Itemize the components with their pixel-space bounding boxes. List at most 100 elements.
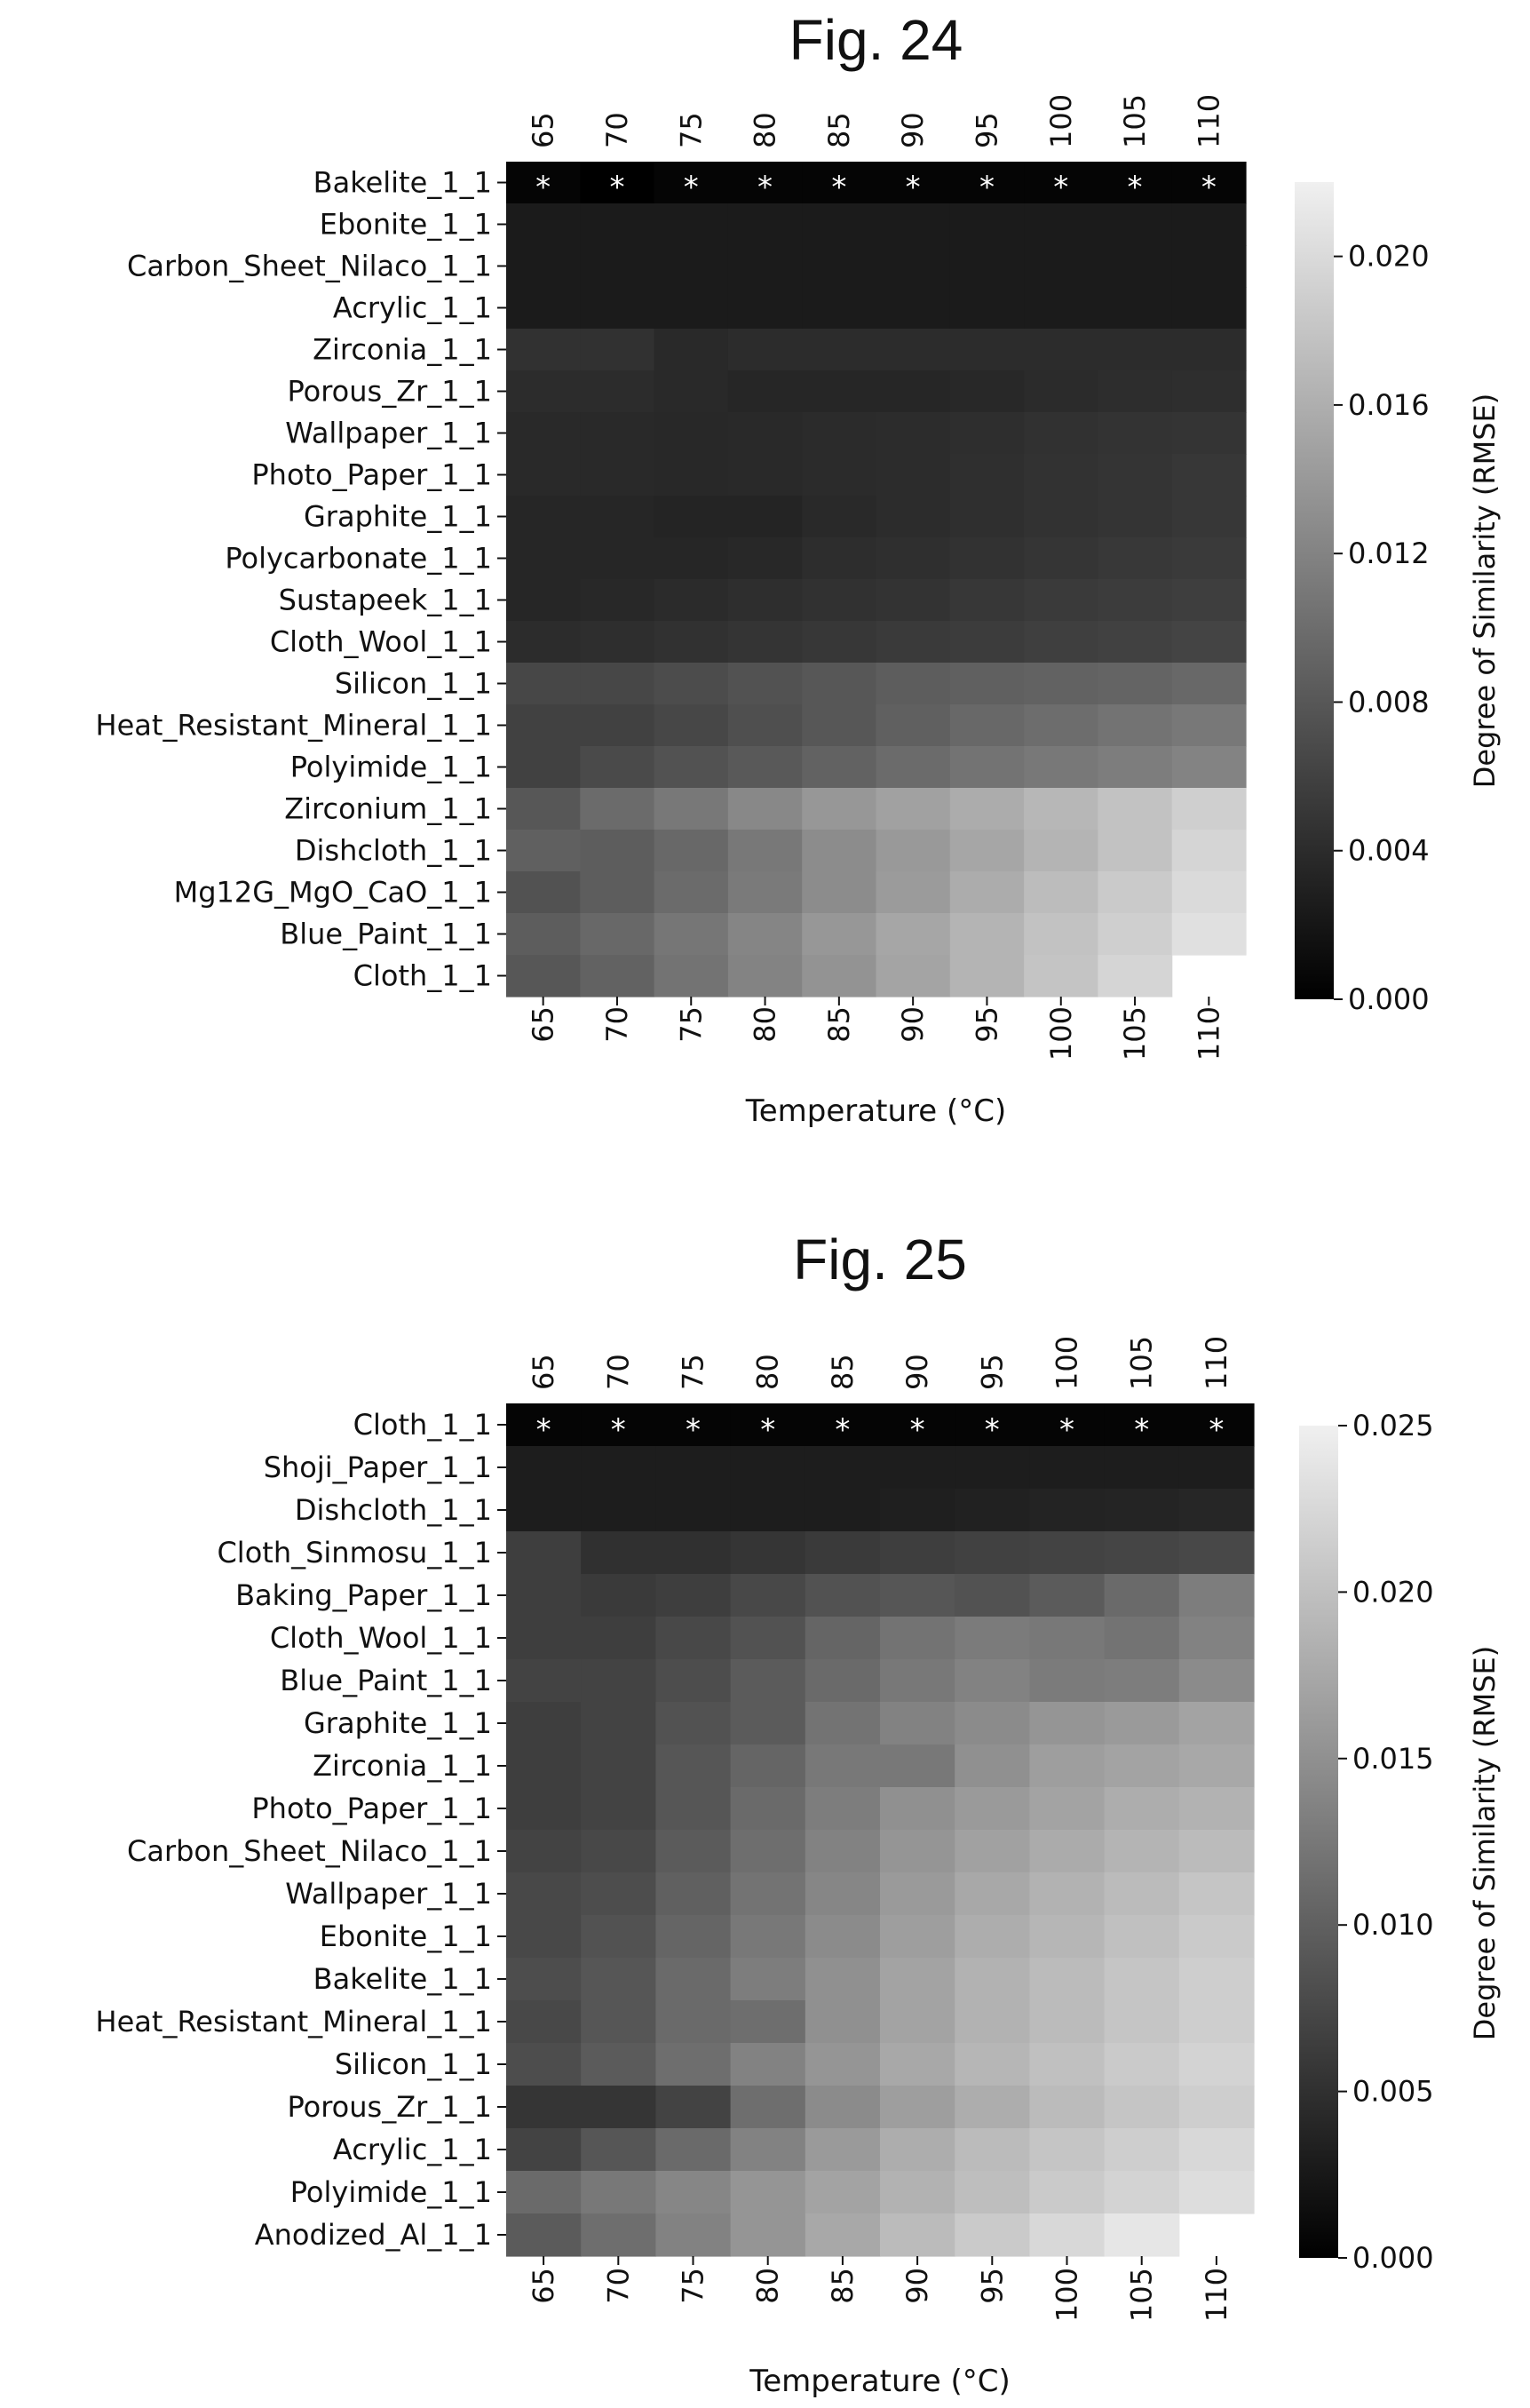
heatmap-cell — [730, 1403, 806, 1447]
heatmap-cell — [949, 830, 1025, 872]
heatmap-cell — [1024, 955, 1098, 997]
heatmap-cell — [506, 1872, 582, 1916]
x-tick-label-top: 110 — [1192, 94, 1225, 148]
x-tick-label-top: 100 — [1044, 94, 1078, 148]
y-tick-label: Sustapeek_1_1 — [279, 584, 492, 617]
heatmap-cell — [581, 1958, 656, 2001]
heatmap-cell — [880, 2000, 955, 2044]
heatmap-cell — [1029, 1915, 1106, 1959]
heatmap-cell — [580, 955, 655, 997]
heatmap-cell — [1029, 1659, 1106, 1703]
heatmap-cell — [880, 1659, 955, 1703]
y-tick-label: Photo_Paper_1_1 — [251, 1792, 492, 1825]
y-tick-label: Blue_Paint_1_1 — [280, 1664, 492, 1697]
heatmap-cell — [880, 1744, 955, 1788]
colorbar — [1295, 182, 1334, 999]
heatmap-cell — [949, 704, 1025, 747]
heatmap-cell — [876, 579, 951, 622]
x-tick-label-bottom: 95 — [975, 2268, 1009, 2304]
x-tick-label-bottom: 90 — [900, 2268, 934, 2304]
heatmap-cell — [1104, 1744, 1180, 1788]
heatmap-cell — [1024, 287, 1098, 330]
heatmap-cell — [880, 1872, 955, 1916]
x-tick-label-top: 95 — [975, 1354, 1009, 1390]
heatmap-cell — [727, 245, 803, 288]
heatmap-cell — [1098, 162, 1173, 204]
heatmap-cell — [880, 2128, 955, 2172]
y-tick-label: Zirconium_1_1 — [284, 792, 492, 826]
heatmap-cell — [654, 788, 729, 830]
heatmap-cell — [802, 203, 877, 246]
heatmap-cell — [506, 1958, 582, 2001]
heatmap-cell — [802, 329, 877, 371]
heatmap-cell — [580, 663, 655, 705]
heatmap-cell — [1178, 1872, 1255, 1916]
heatmap-cell — [1098, 913, 1173, 956]
heatmap-cell — [1178, 1617, 1255, 1660]
heatmap-cell — [730, 1446, 806, 1490]
heatmap-cell — [805, 1958, 881, 2001]
heatmap-cell — [1029, 1617, 1106, 1660]
heatmap-cell — [1029, 1872, 1106, 1916]
y-tick-label: Blue_Paint_1_1 — [280, 918, 492, 951]
y-tick-label: Anodized_Al_1_1 — [255, 2218, 492, 2252]
y-tick-label: Graphite_1_1 — [304, 500, 492, 534]
heatmap-cell — [1171, 704, 1247, 747]
heatmap-cell — [655, 2128, 732, 2172]
best-match-marker: * — [1201, 170, 1217, 205]
y-tick-label: Porous_Zr_1_1 — [287, 2090, 492, 2124]
heatmap-cell — [1024, 203, 1098, 246]
x-tick-label-bottom: 100 — [1050, 2268, 1084, 2322]
heatmap-cell — [1178, 1403, 1255, 1447]
heatmap-cell — [1098, 454, 1173, 497]
heatmap-cell — [581, 2043, 656, 2086]
heatmap-cell — [802, 454, 877, 497]
heatmap-cell — [876, 245, 951, 288]
heatmap-cell — [876, 203, 951, 246]
heatmap-cell — [727, 704, 803, 747]
heatmap-cell — [1171, 496, 1247, 538]
x-tick-label-top: 80 — [749, 112, 782, 148]
colorbar-tick-label: 0.020 — [1348, 240, 1430, 274]
heatmap-cell — [654, 329, 729, 371]
heatmap-cell — [1104, 2043, 1180, 2086]
heatmap-cell — [949, 329, 1025, 371]
heatmap-cell — [955, 1617, 1030, 1660]
heatmap-cell — [955, 2128, 1030, 2172]
heatmap-cell — [1104, 1574, 1180, 1617]
heatmap-cell — [1024, 537, 1098, 580]
colorbar-tick-label: 0.025 — [1352, 1409, 1434, 1442]
heatmap-cell — [506, 579, 581, 622]
heatmap-cell — [876, 746, 951, 789]
heatmap-cell — [655, 1574, 732, 1617]
heatmap-cell — [730, 1915, 806, 1959]
heatmap-cell — [1178, 1744, 1255, 1788]
heatmap-cell — [1178, 2043, 1255, 2086]
heatmap-cell — [1029, 1531, 1106, 1575]
heatmap-cell — [581, 1915, 656, 1959]
heatmap-cell — [506, 370, 581, 413]
y-tick-label: Cloth_Wool_1_1 — [270, 625, 492, 659]
heatmap-cell — [955, 1574, 1030, 1617]
heatmap-cell — [654, 579, 729, 622]
heatmap-cell — [805, 1617, 881, 1660]
heatmap-cell — [581, 1403, 656, 1447]
x-tick-label-top: 85 — [826, 1354, 860, 1390]
x-tick-label-top: 80 — [751, 1354, 785, 1390]
y-tick-label: Acrylic_1_1 — [333, 2133, 492, 2166]
heatmap-cell — [1098, 871, 1173, 914]
heatmap-cell — [506, 1659, 582, 1703]
y-tick-label: Ebonite_1_1 — [320, 208, 492, 242]
heatmap-cell — [580, 830, 655, 872]
y-tick-label: Baking_Paper_1_1 — [235, 1578, 492, 1612]
heatmap-cell — [730, 2128, 806, 2172]
heatmap-cell — [1171, 871, 1247, 914]
x-tick-label-top: 105 — [1125, 1336, 1159, 1390]
heatmap-cell — [730, 2000, 806, 2044]
y-tick-label: Cloth_Sinmosu_1_1 — [217, 1536, 492, 1570]
heatmap-cell — [1024, 663, 1098, 705]
heatmap-cell — [802, 412, 877, 455]
heatmap-cell — [506, 2128, 582, 2172]
heatmap-cell — [880, 1787, 955, 1831]
